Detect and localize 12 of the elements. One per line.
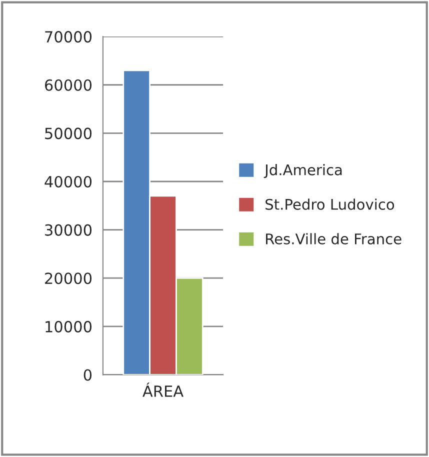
y-tick-label: 20000: [45, 272, 92, 284]
y-tick-label: 70000: [45, 31, 92, 43]
y-tick-label: 10000: [46, 320, 92, 332]
y-tick-label: 60000: [45, 79, 92, 91]
y-tick-label: 0: [84, 369, 92, 381]
legend-label: Jd.America: [264, 164, 342, 178]
x-tick-label: ÁREA: [142, 382, 184, 397]
legend-label: Res.Ville de France: [266, 233, 402, 244]
legend-label: St.Pedro Ludovico: [266, 198, 394, 210]
y-tick-label: 40000: [44, 176, 92, 188]
y-tick-label: 50000: [45, 128, 92, 140]
y-tick-label: 30000: [45, 224, 92, 236]
